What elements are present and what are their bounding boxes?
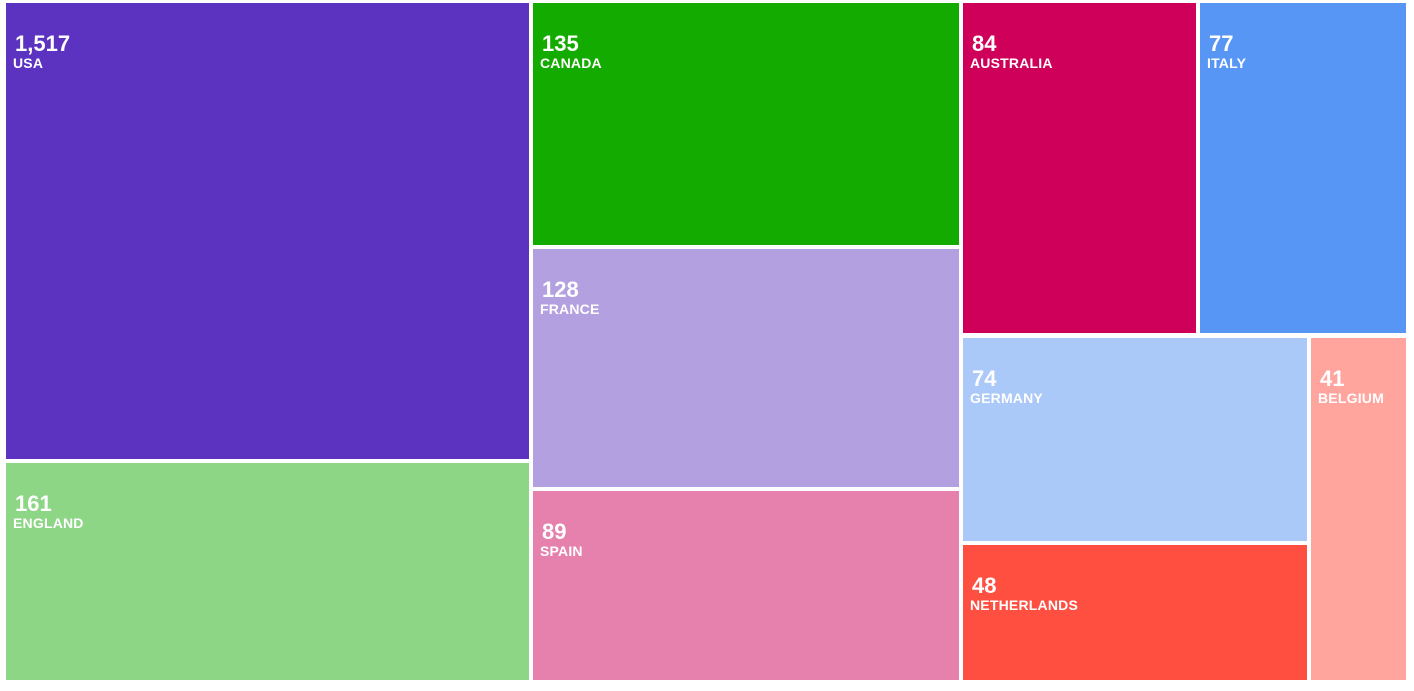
tile-value: 77 bbox=[1209, 31, 1234, 56]
tile-italy: 77 ITALY bbox=[1200, 3, 1406, 333]
tile-usa: 1,517 USA bbox=[6, 3, 529, 459]
tile-label: NETHERLANDS bbox=[970, 597, 1078, 613]
tile-value: 161 bbox=[15, 491, 52, 516]
tile-label: ENGLAND bbox=[13, 515, 84, 531]
tile-label: USA bbox=[13, 55, 44, 71]
tile-label: ITALY bbox=[1207, 55, 1247, 71]
tile-canada: 135 CANADA bbox=[533, 3, 959, 245]
tile-label: FRANCE bbox=[540, 301, 600, 317]
tile-value: 135 bbox=[542, 31, 579, 56]
tile-label: SPAIN bbox=[540, 543, 583, 559]
tile-value: 128 bbox=[542, 277, 579, 302]
tile-netherlands: 48 NETHERLANDS bbox=[963, 545, 1307, 680]
tile-label: GERMANY bbox=[970, 390, 1043, 406]
tile-france: 128 FRANCE bbox=[533, 249, 959, 487]
tile-england: 161 ENGLAND bbox=[6, 463, 529, 680]
tile-value: 1,517 bbox=[15, 31, 71, 56]
tile-value: 74 bbox=[972, 366, 997, 391]
tile-value: 41 bbox=[1320, 366, 1345, 391]
tile-label: CANADA bbox=[540, 55, 602, 71]
tile-label: BELGIUM bbox=[1318, 390, 1384, 406]
tile-belgium: 41 BELGIUM bbox=[1311, 338, 1406, 680]
tile-value: 48 bbox=[972, 573, 997, 598]
tile-germany: 74 GERMANY bbox=[963, 338, 1307, 541]
tile-spain: 89 SPAIN bbox=[533, 491, 959, 680]
tile-label: AUSTRALIA bbox=[970, 55, 1053, 71]
tile-australia: 84 AUSTRALIA bbox=[963, 3, 1196, 333]
tile-value: 84 bbox=[972, 31, 997, 56]
tile-value: 89 bbox=[542, 519, 567, 544]
